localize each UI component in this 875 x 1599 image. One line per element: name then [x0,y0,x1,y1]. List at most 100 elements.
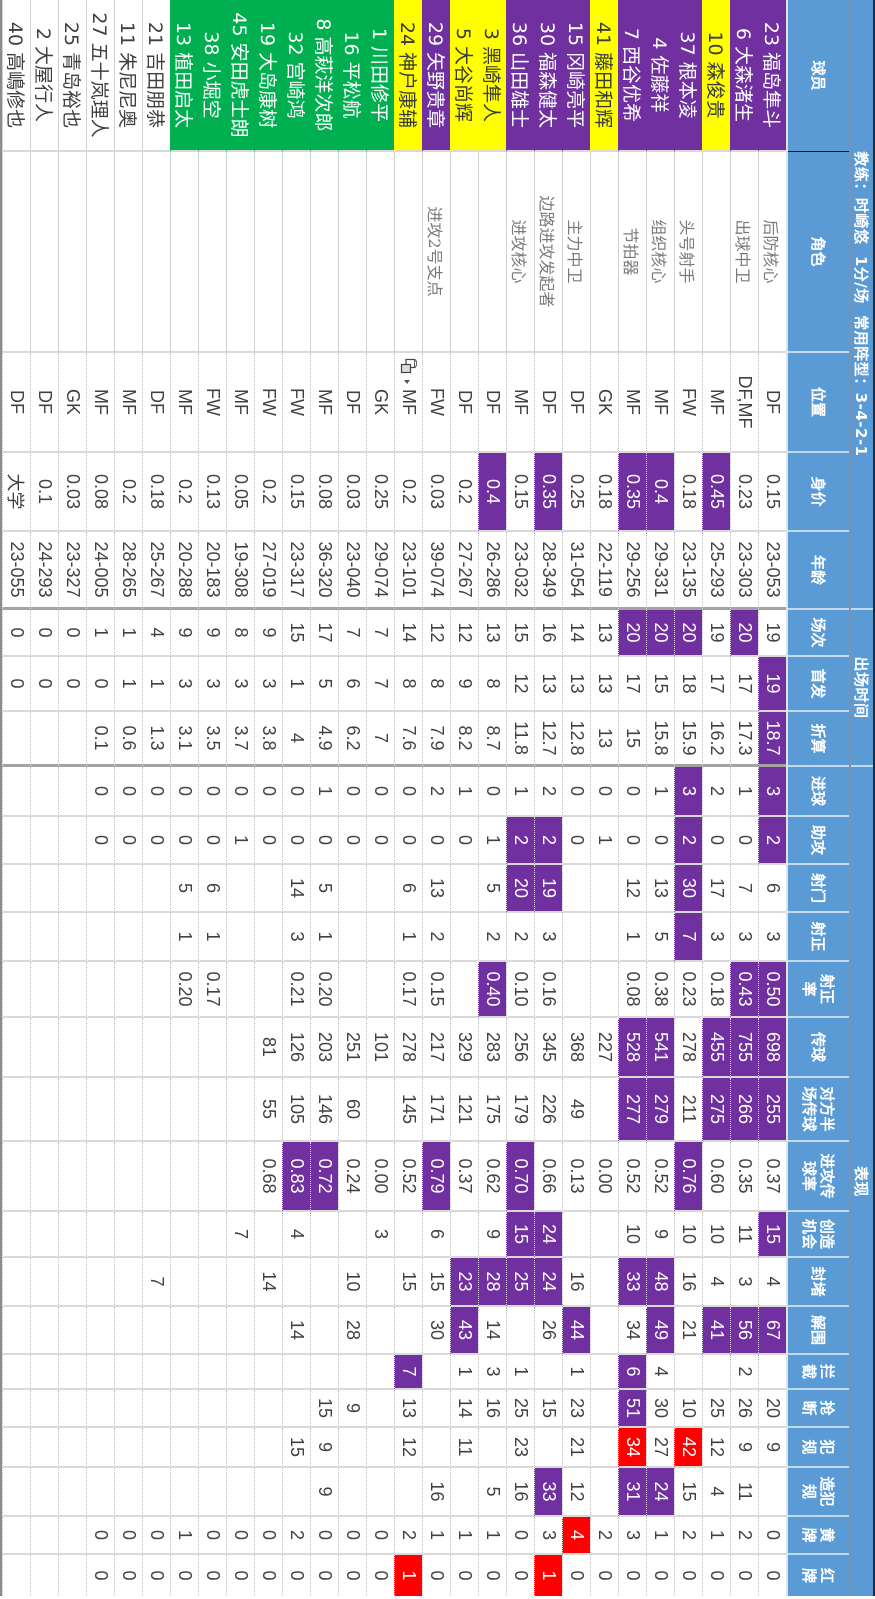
opp-half-passes-cell[interactable] [30,1078,58,1142]
role-cell[interactable] [58,152,86,353]
starts-cell[interactable]: 0 [2,657,30,712]
red-cards-cell[interactable]: 0 [86,1555,114,1596]
player-cell[interactable]: 24 神户康辅 [394,0,422,152]
chances-created-cell[interactable]: 10 [702,1212,730,1258]
assists-cell[interactable]: 1 [478,817,506,865]
interceptions-cell[interactable] [198,1355,226,1390]
shot-accuracy-cell[interactable] [142,962,170,1018]
player-cell[interactable]: 16 平松航 [338,0,366,152]
fouls-cell[interactable] [366,1428,394,1468]
tackles-cell[interactable]: 10 [674,1390,702,1428]
equiv-apps-cell[interactable]: 3.5 [198,712,226,767]
equiv-apps-cell[interactable]: 4.9 [310,712,338,767]
age-cell[interactable]: 24-005 [86,532,114,610]
shots-on-target-cell[interactable]: 1 [170,913,198,962]
value-cell[interactable]: 0.08 [86,453,114,532]
shot-accuracy-cell[interactable] [254,962,282,1018]
player-cell[interactable]: 37 根本凌 [674,0,702,152]
shots-cell[interactable]: 6 [758,865,786,913]
attacking-pass-rate-cell[interactable]: 0.13 [562,1142,590,1212]
red-cards-cell[interactable]: 0 [338,1555,366,1596]
value-cell[interactable]: 0.4 [478,453,506,532]
opp-half-passes-cell[interactable]: 171 [422,1078,450,1142]
chances-created-cell[interactable]: 9 [478,1212,506,1258]
starts-cell[interactable]: 7 [366,657,394,712]
chances-created-cell[interactable] [170,1212,198,1258]
opp-half-passes-cell[interactable]: 275 [702,1078,730,1142]
fouls-cell[interactable]: 23 [506,1428,534,1468]
header-chances-created[interactable]: 创造 机会 [788,1212,849,1258]
goals-cell[interactable]: 1 [450,767,478,817]
starts-cell[interactable]: 19 [758,657,786,712]
equiv-apps-cell[interactable]: 6.2 [338,712,366,767]
red-cards-cell[interactable] [2,1555,30,1596]
chances-created-cell[interactable] [86,1212,114,1258]
fouled-cell[interactable] [394,1468,422,1517]
starts-cell[interactable]: 0 [58,657,86,712]
role-cell[interactable] [366,152,394,353]
red-cards-cell[interactable]: 0 [114,1555,142,1596]
fouled-cell[interactable] [590,1468,618,1517]
fouls-cell[interactable]: 15 [282,1428,310,1468]
header-position[interactable]: 位置 [788,353,849,453]
chances-created-cell[interactable] [2,1212,30,1258]
chances-created-cell[interactable]: 9 [646,1212,674,1258]
chances-created-cell[interactable]: 10 [618,1212,646,1258]
starts-cell[interactable]: 15 [646,657,674,712]
age-cell[interactable]: 23-055 [2,532,30,610]
tackles-cell[interactable] [226,1390,254,1428]
blocks-cell[interactable]: 4 [702,1258,730,1307]
goals-cell[interactable]: 0 [170,767,198,817]
tackles-cell[interactable] [366,1390,394,1428]
attacking-pass-rate-cell[interactable]: 0.60 [702,1142,730,1212]
yellow-cards-cell[interactable]: 0 [86,1517,114,1555]
paste-options-icon[interactable] [400,358,417,375]
tackles-cell[interactable]: 26 [730,1390,758,1428]
starts-cell[interactable]: 1 [282,657,310,712]
shots-cell[interactable]: 5 [478,865,506,913]
starts-cell[interactable]: 17 [730,657,758,712]
opp-half-passes-cell[interactable]: 49 [562,1078,590,1142]
blocks-cell[interactable]: 4 [758,1258,786,1307]
fouls-cell[interactable] [590,1428,618,1468]
yellow-cards-cell[interactable]: 1 [170,1517,198,1555]
value-cell[interactable]: 0.18 [142,453,170,532]
header-value[interactable]: 身价 [788,453,849,532]
fouls-cell[interactable] [422,1428,450,1468]
position-cell[interactable]: FW [674,353,702,453]
assists-cell[interactable]: 0 [170,817,198,865]
age-cell[interactable]: 23-032 [506,532,534,610]
value-cell[interactable]: 0.15 [758,453,786,532]
fouls-cell[interactable]: 21 [562,1428,590,1468]
blocks-cell[interactable] [114,1258,142,1307]
yellow-cards-cell[interactable]: 2 [282,1517,310,1555]
fouled-cell[interactable]: 5 [478,1468,506,1517]
tackles-cell[interactable] [2,1390,30,1428]
position-cell[interactable]: MF [646,353,674,453]
shot-accuracy-cell[interactable] [562,962,590,1018]
tackles-cell[interactable]: 20 [758,1390,786,1428]
yellow-cards-cell[interactable]: 0 [758,1517,786,1555]
fouled-cell[interactable] [198,1468,226,1517]
role-cell[interactable]: 节拍器 [618,152,646,353]
header-assists[interactable]: 助攻 [788,817,849,865]
shots-cell[interactable] [114,865,142,913]
header-shot-accuracy[interactable]: 射正 率 [788,962,849,1018]
header-shots-on-target[interactable]: 射正 [788,913,849,962]
passes-cell[interactable]: 528 [618,1018,646,1078]
chances-created-cell[interactable] [450,1212,478,1258]
shots-cell[interactable] [254,865,282,913]
assists-cell[interactable] [2,817,30,865]
age-cell[interactable]: 23-135 [674,532,702,610]
fouls-cell[interactable] [30,1428,58,1468]
apps-cell[interactable]: 15 [282,610,310,657]
clearances-cell[interactable]: 34 [618,1307,646,1355]
player-cell[interactable]: 15 冈崎亮平 [562,0,590,152]
fouled-cell[interactable] [30,1468,58,1517]
fouled-cell[interactable] [758,1468,786,1517]
player-cell[interactable]: 10 森俊贵 [702,0,730,152]
shot-accuracy-cell[interactable]: 0.20 [170,962,198,1018]
value-cell[interactable]: 0.05 [226,453,254,532]
starts-cell[interactable]: 17 [618,657,646,712]
header-red-cards[interactable]: 红 牌 [788,1555,849,1596]
